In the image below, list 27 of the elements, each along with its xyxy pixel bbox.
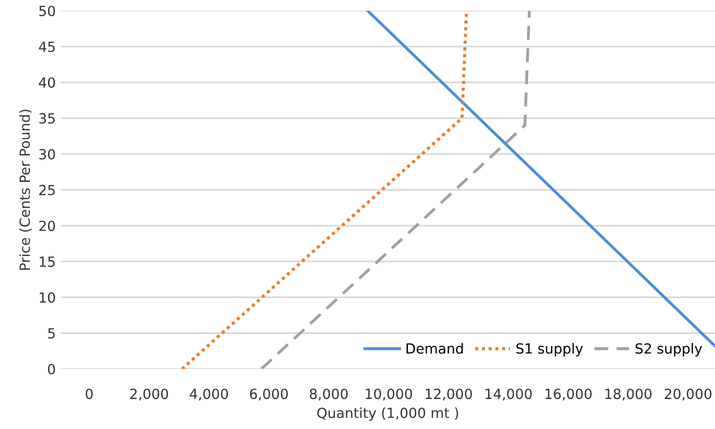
x-tick-label: 14,000 [486, 388, 532, 401]
y-tick-label: 45 [38, 42, 55, 52]
x-tick-label: 8,000 [310, 388, 348, 401]
y-tick-label: 35 [39, 113, 55, 124]
x-tick-label: 12,000 [426, 388, 472, 401]
y-tick-label: 20 [39, 220, 55, 232]
x-tick-label: 18,000 [605, 388, 652, 401]
legend-label: S2 supply [636, 343, 702, 356]
x-axis-title: Quantity (1,000 mt ) [317, 407, 458, 421]
x-tick-label: 4,000 [190, 388, 228, 401]
y-axis-title: Price (Cents Per Pound) [19, 110, 32, 270]
x-tick-label: 6,000 [250, 388, 288, 401]
legend-label: Demand [406, 343, 463, 354]
y-tick-label: 10 [40, 292, 55, 303]
y-tick-label: 15 [40, 256, 55, 267]
y-tick-label: 30 [39, 148, 55, 160]
y-tick-label: 5 [48, 328, 55, 339]
x-tick-label: 20,000 [664, 388, 712, 401]
y-tick-label: 0 [48, 364, 55, 374]
x-tick-label: 2,000 [130, 388, 168, 401]
y-tick-label: 40 [38, 77, 55, 88]
x-tick-label: 10,000 [366, 388, 412, 401]
y-tick-label: 25 [39, 184, 55, 196]
legend-label: S1 supply [516, 343, 583, 356]
x-tick-label: 16,000 [546, 388, 592, 401]
x-tick-label: 0 [86, 388, 93, 400]
y-tick-label: 50 [39, 6, 55, 16]
